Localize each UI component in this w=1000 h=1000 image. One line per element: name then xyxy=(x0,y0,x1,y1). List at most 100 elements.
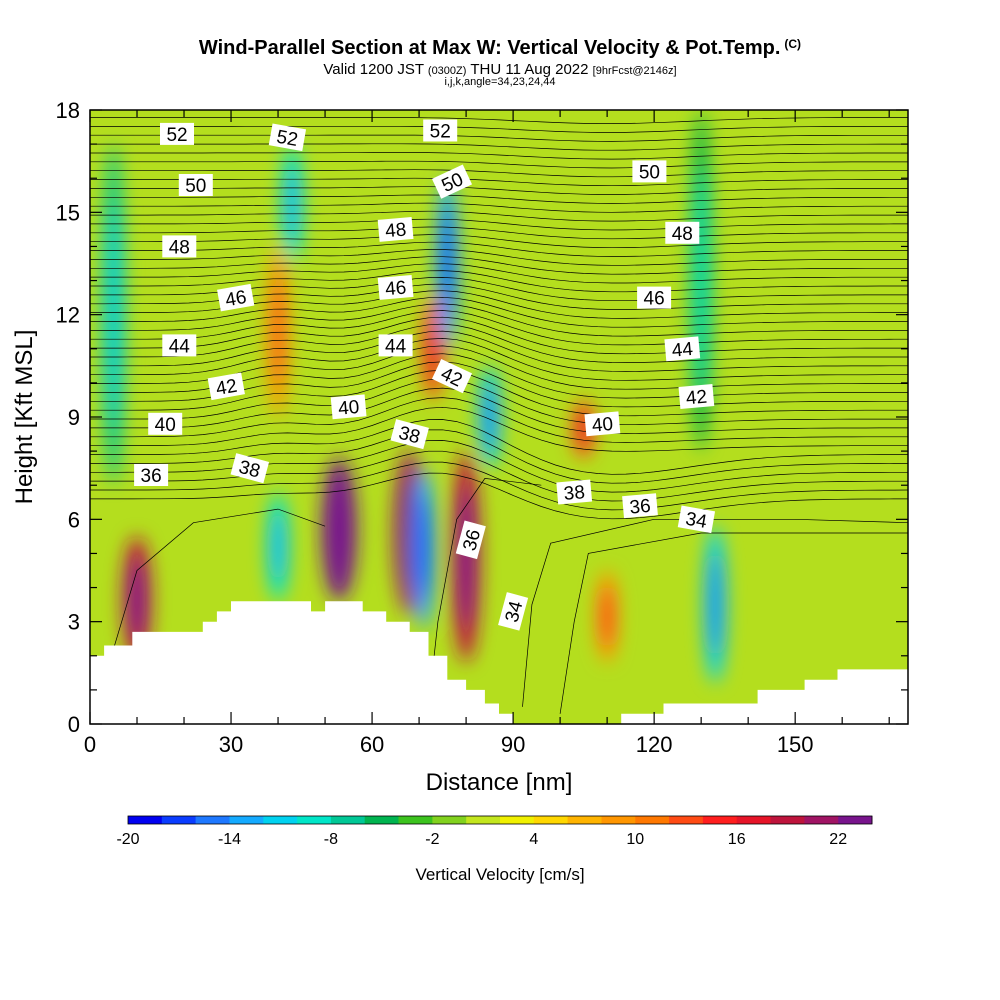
colorbar-swatch xyxy=(466,816,501,824)
contour-label-bg xyxy=(637,286,672,309)
contour-label-bg xyxy=(178,174,213,196)
colorbar-swatch xyxy=(128,816,163,824)
contour-label: 52 xyxy=(268,123,307,152)
contour-label: 42 xyxy=(678,384,715,409)
chart-title-text: Wind-Parallel Section at Max W: Vertical… xyxy=(198,37,781,59)
contour-label: 46 xyxy=(377,274,414,301)
contour-label: 50 xyxy=(632,160,667,183)
velocity-core xyxy=(330,481,348,578)
contour-label: 48 xyxy=(665,221,700,245)
contour-label-text: 40 xyxy=(337,397,360,420)
chart-subtitle: Valid 1200 JST (0300Z) THU 11 Aug 2022 [… xyxy=(0,61,1000,78)
colorbar-label: Vertical Velocity [cm/s] xyxy=(415,865,584,884)
contour-label-text: 38 xyxy=(563,482,586,505)
contour-label: 40 xyxy=(584,411,621,437)
colorbar-frame xyxy=(127,815,873,825)
chart-params: i,j,k,angle=34,23,24,44 xyxy=(444,76,556,88)
colorbar-swatch xyxy=(263,816,298,824)
contour-label-bg xyxy=(584,411,621,437)
contour-label: 38 xyxy=(556,479,593,505)
colorbar-swatch xyxy=(500,816,535,824)
contour-label: 46 xyxy=(637,286,672,310)
contour-label: 44 xyxy=(664,336,701,362)
chart-title: Wind-Parallel Section at Max W: Vertical… xyxy=(0,37,1000,60)
theta-contour-line xyxy=(90,338,908,381)
contour-label: 50 xyxy=(178,174,213,197)
contour-label-bg xyxy=(377,216,414,242)
velocity-core xyxy=(272,510,284,584)
contour-label-text: 46 xyxy=(384,278,407,301)
contour-label-bg xyxy=(160,122,194,145)
theta-contour-line xyxy=(90,303,908,337)
colorbar-swatch xyxy=(398,816,433,824)
y-tick-label: 15 xyxy=(56,200,80,225)
contour-label: 44 xyxy=(378,334,413,357)
theta-contour-line xyxy=(90,160,908,169)
theta-contour-line xyxy=(90,419,908,475)
theta-contour-line xyxy=(559,532,908,714)
contour-label-text: 52 xyxy=(166,125,187,146)
contour-label: 38 xyxy=(230,453,270,484)
vertical-velocity-field xyxy=(102,110,727,684)
colorbar-swatch xyxy=(330,816,366,824)
contour-label: 34 xyxy=(677,505,716,534)
contour-label-text: 52 xyxy=(430,122,451,143)
contour-label-text: 44 xyxy=(169,336,191,357)
contour-label-bg xyxy=(377,274,414,300)
theta-contour-line xyxy=(90,249,908,266)
velocity-core xyxy=(418,494,430,602)
theta-contour-line xyxy=(113,508,326,650)
contour-label: 36 xyxy=(134,464,169,487)
x-tick-label: 0 xyxy=(84,732,96,757)
contour-label: 48 xyxy=(377,216,414,242)
colorbar-swatch xyxy=(601,816,636,824)
contour-label-bg xyxy=(148,412,183,435)
contour-label-bg xyxy=(664,336,701,362)
theta-contour-line xyxy=(428,478,542,707)
forecast-info: [9hrFcst@2146z] xyxy=(592,65,677,77)
contour-label-bg xyxy=(378,334,413,357)
colorbar-tick-label: 4 xyxy=(529,831,538,848)
contour-label: 50 xyxy=(431,164,473,199)
velocity-core xyxy=(129,557,145,642)
contour-label-bg xyxy=(665,221,700,244)
colorbar-swatch xyxy=(669,816,704,824)
contour-label: 48 xyxy=(162,235,197,258)
contour-label-text: 50 xyxy=(639,162,660,183)
y-axis-label: Height [Kft MSL] xyxy=(11,330,38,505)
contour-label-bg xyxy=(217,283,255,312)
colorbar-swatch xyxy=(838,816,873,824)
contour-label-text: 36 xyxy=(141,466,162,487)
contour-label-text: 44 xyxy=(385,336,407,357)
x-tick-label: 90 xyxy=(501,732,525,757)
theta-contour-line xyxy=(90,461,908,511)
contour-label-bg xyxy=(207,372,245,401)
theta-contour-line xyxy=(90,406,908,452)
theta-contour-line xyxy=(90,256,908,275)
contour-label: 40 xyxy=(330,394,367,420)
theta-contour-line xyxy=(90,450,908,502)
contour-label-bg xyxy=(556,479,593,505)
x-tick-label: 150 xyxy=(777,732,814,757)
y-tick-label: 18 xyxy=(56,98,80,123)
contour-label-bg xyxy=(455,520,486,560)
y-tick-label: 6 xyxy=(68,507,80,532)
theta-contour-line xyxy=(90,316,908,355)
theta-contour-line xyxy=(90,218,908,231)
contour-label-text: 34 xyxy=(684,509,709,533)
theta-contour-line xyxy=(90,202,908,213)
theta-contour-line xyxy=(90,429,908,484)
contour-label-text: 40 xyxy=(155,415,176,436)
theta-contour-line xyxy=(90,117,908,124)
colorbar-tick-label: -2 xyxy=(425,831,439,848)
theta-contour-line xyxy=(90,263,908,284)
contour-label-bg xyxy=(390,419,429,450)
colorbar-tick-label: 10 xyxy=(626,831,644,848)
contour-label: 52 xyxy=(160,122,194,146)
colorbar-swatch xyxy=(702,816,738,824)
valid-date: THU 11 Aug 2022 xyxy=(470,61,589,78)
contour-label-text: 46 xyxy=(644,289,665,310)
theta-contour-line xyxy=(522,518,908,707)
colorbar-swatch xyxy=(567,816,602,824)
